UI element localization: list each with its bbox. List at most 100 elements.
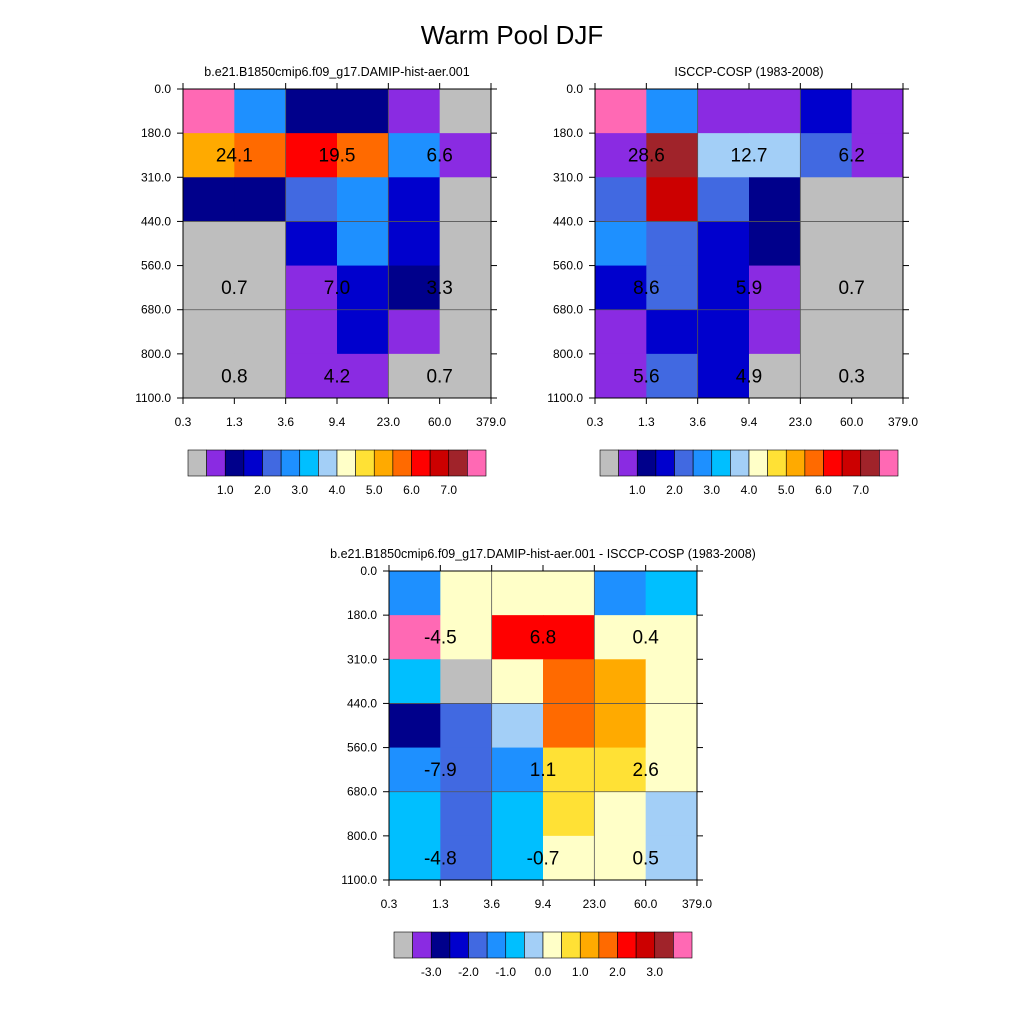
data-label: 2.6 bbox=[632, 760, 658, 781]
colorbar-swatch bbox=[187, 449, 207, 477]
heatmap-cell bbox=[749, 265, 801, 311]
heatmap-cell bbox=[337, 265, 389, 311]
heatmap-cell bbox=[851, 309, 904, 355]
heatmap-cell bbox=[183, 353, 235, 399]
colorbar-swatch bbox=[654, 931, 674, 959]
data-label: 0.7 bbox=[838, 278, 864, 299]
colorbar-label: 3.0 bbox=[291, 483, 308, 497]
heatmap-cell bbox=[439, 265, 492, 311]
heatmap-cell bbox=[645, 703, 698, 749]
heatmap-cell bbox=[594, 791, 647, 837]
colorbar-swatch bbox=[224, 449, 245, 477]
colorbar-swatch bbox=[655, 449, 675, 477]
heatmap-cell bbox=[439, 133, 492, 178]
data-label: 0.7 bbox=[221, 278, 247, 299]
colorbar-label: 5.0 bbox=[366, 483, 383, 497]
heatmap-cell bbox=[646, 89, 699, 134]
heatmap-cell bbox=[388, 309, 441, 355]
heatmap-cell bbox=[285, 89, 338, 134]
colorbar-label: 7.0 bbox=[852, 483, 869, 497]
heatmap-cell bbox=[439, 221, 492, 267]
x-tick-label: 9.4 bbox=[329, 415, 346, 429]
y-tick-label: 800.0 bbox=[141, 347, 171, 361]
data-label: 5.6 bbox=[633, 366, 659, 387]
heatmap-cell bbox=[646, 221, 699, 267]
y-tick-label: 1100.0 bbox=[135, 391, 171, 405]
heatmap-cell bbox=[595, 221, 647, 267]
colorbar-label: 4.0 bbox=[741, 483, 758, 497]
heatmap-cell bbox=[285, 221, 338, 267]
heatmap-cell bbox=[388, 133, 441, 178]
figure-title: Warm Pool DJF bbox=[421, 20, 604, 50]
heatmap-cell bbox=[337, 177, 389, 222]
heatmap-cell bbox=[851, 177, 904, 222]
x-tick-label: 379.0 bbox=[476, 415, 506, 429]
heatmap-cell bbox=[337, 89, 389, 134]
x-tick-label: 3.6 bbox=[483, 897, 500, 911]
heatmap-cell bbox=[800, 89, 853, 134]
heatmap-cell bbox=[697, 221, 750, 267]
data-label: 4.9 bbox=[736, 366, 762, 387]
data-label: 12.7 bbox=[731, 146, 768, 167]
x-tick-label: 23.0 bbox=[583, 897, 607, 911]
heatmap-cell bbox=[285, 133, 338, 178]
y-tick-label: 1100.0 bbox=[341, 873, 377, 887]
heatmap-cell bbox=[697, 133, 750, 178]
colorbar-swatch bbox=[673, 931, 693, 959]
heatmap-cell bbox=[645, 615, 698, 660]
heatmap-cell bbox=[388, 177, 441, 222]
colorbar-label: -3.0 bbox=[421, 965, 442, 979]
y-tick-label: 440.0 bbox=[141, 214, 171, 228]
colorbar-swatch bbox=[748, 449, 768, 477]
panel-title: b.e21.B1850cmip6.f09_g17.DAMIP-hist-aer.… bbox=[204, 65, 469, 79]
heatmap-cell bbox=[389, 747, 441, 793]
data-label: 0.5 bbox=[632, 848, 658, 869]
heatmap-cell bbox=[234, 89, 287, 134]
colorbar-swatch bbox=[429, 449, 450, 477]
heatmap-cell bbox=[389, 615, 441, 660]
heatmap-cell bbox=[749, 177, 801, 222]
colorbar-swatch bbox=[449, 931, 469, 959]
colorbar-label: -1.0 bbox=[495, 965, 516, 979]
heatmap-cell bbox=[389, 835, 441, 881]
y-tick-label: 560.0 bbox=[141, 259, 171, 273]
colorbar-swatch bbox=[730, 449, 750, 477]
colorbar-swatch bbox=[430, 931, 451, 959]
heatmap-cell bbox=[800, 309, 853, 355]
heatmap-cell bbox=[749, 221, 801, 267]
heatmap-cell bbox=[595, 89, 647, 134]
colorbar-swatch bbox=[411, 449, 431, 477]
heatmap-cell bbox=[646, 265, 699, 311]
x-tick-label: 1.3 bbox=[638, 415, 655, 429]
data-label: -7.9 bbox=[424, 760, 457, 781]
y-tick-label: 440.0 bbox=[347, 696, 377, 710]
observation-panel: ISCCP-COSP (1983-2008) 0.0 180.0 310.0 440.0… bbox=[547, 65, 918, 497]
panel-title: ISCCP-COSP (1983-2008) bbox=[674, 65, 823, 79]
data-label: 0.8 bbox=[221, 366, 247, 387]
data-label: 6.2 bbox=[838, 146, 864, 167]
heatmap-cell bbox=[337, 133, 389, 178]
colorbar-label: 2.0 bbox=[254, 483, 271, 497]
heatmap-cell bbox=[594, 615, 647, 660]
heatmap-cell bbox=[337, 221, 389, 267]
heatmap-cell bbox=[543, 571, 595, 616]
heatmap-cell bbox=[594, 703, 647, 749]
colorbar-swatch bbox=[711, 449, 731, 477]
colorbar-label: 2.0 bbox=[666, 483, 683, 497]
heatmap-cell bbox=[749, 353, 801, 399]
heatmap-cell bbox=[543, 703, 595, 749]
heatmap-cell bbox=[645, 747, 698, 793]
colorbar-swatch bbox=[599, 449, 619, 477]
heatmap-cell bbox=[851, 133, 904, 178]
data-label: 8.6 bbox=[633, 278, 659, 299]
heatmap-cell bbox=[440, 571, 493, 616]
heatmap-cell bbox=[389, 659, 441, 704]
heatmap-cell bbox=[749, 89, 801, 134]
heatmap-cell bbox=[543, 659, 595, 704]
colorbar-label: 1.0 bbox=[572, 965, 589, 979]
colorbar-swatch bbox=[561, 931, 581, 959]
y-tick-label: 680.0 bbox=[553, 303, 583, 317]
data-label: 0.7 bbox=[426, 366, 452, 387]
heatmap-cell bbox=[594, 571, 647, 616]
colorbar-swatch bbox=[318, 449, 338, 477]
